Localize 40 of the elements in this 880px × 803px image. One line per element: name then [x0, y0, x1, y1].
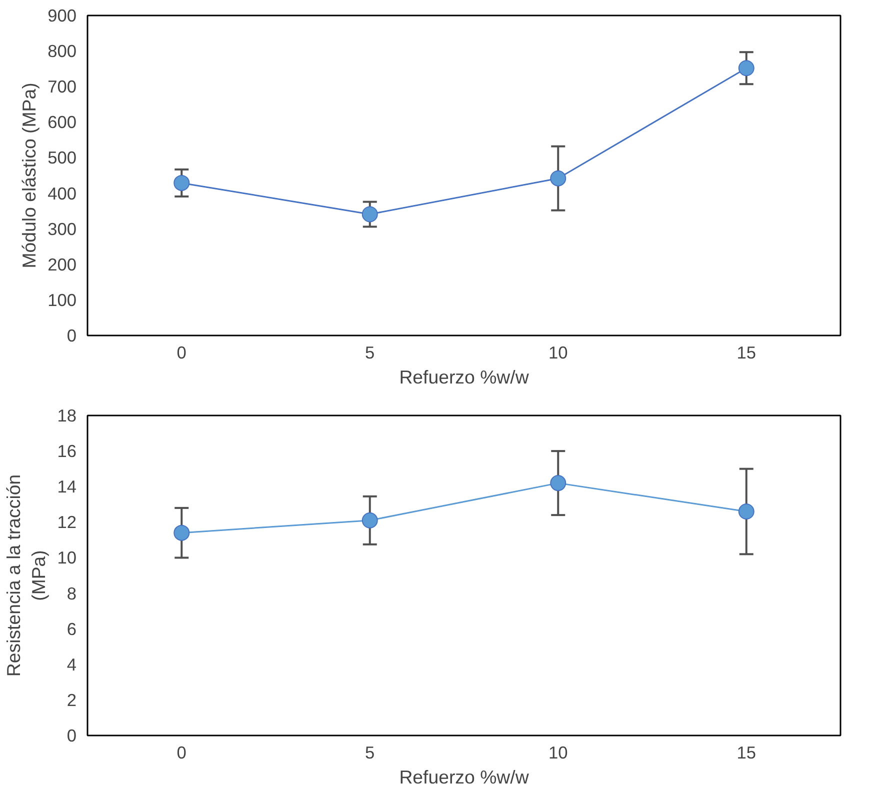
x-tick-label: 15	[736, 342, 756, 362]
y-tick-label: 800	[48, 41, 77, 62]
point	[550, 170, 566, 186]
y-tick-label: 0	[66, 326, 77, 346]
x-tick-label: 15	[736, 742, 756, 762]
y-tick-label: 0	[66, 726, 77, 746]
y-tick-label: 4	[66, 654, 77, 674]
y-axis-title: Módulo elástico (MPa)	[18, 82, 40, 268]
point	[738, 504, 754, 520]
x-tick-label: 0	[176, 342, 186, 362]
y-tick-label: 6	[66, 618, 77, 639]
y-tick-label: 300	[48, 218, 77, 239]
y-tick-label: 14	[57, 476, 77, 497]
x-axis-title: Refuerzo %w/w	[399, 366, 530, 388]
x-axis-title: Refuerzo %w/w	[399, 766, 530, 788]
point	[174, 174, 190, 191]
point	[362, 512, 378, 528]
point	[174, 524, 190, 541]
y-tick-label: 18	[57, 406, 77, 426]
point	[362, 206, 378, 222]
y-tick-label: 100	[48, 290, 77, 310]
point	[738, 60, 754, 76]
y-tick-label: 700	[48, 76, 77, 97]
x-tick-label: 5	[365, 742, 375, 762]
y-tick-label: 8	[66, 583, 77, 604]
point	[550, 475, 566, 492]
x-tick-label: 5	[365, 342, 375, 362]
x-tick-label: 10	[548, 742, 568, 762]
y-tick-label: 16	[57, 441, 77, 462]
y-tick-label: 900	[48, 6, 77, 26]
y-tick-label: 12	[57, 512, 77, 532]
x-tick-label: 0	[176, 742, 186, 762]
y-tick-label: 400	[48, 183, 77, 204]
y-axis-title: Resistencia a la tracción (MPa)	[3, 474, 50, 677]
y-tick-label: 500	[48, 148, 77, 168]
x-tick-label: 10	[548, 342, 568, 362]
y-tick-label: 10	[57, 548, 77, 568]
y-tick-label: 200	[48, 254, 77, 274]
y-tick-label: 600	[48, 112, 77, 132]
y-tick-label: 2	[66, 690, 77, 710]
